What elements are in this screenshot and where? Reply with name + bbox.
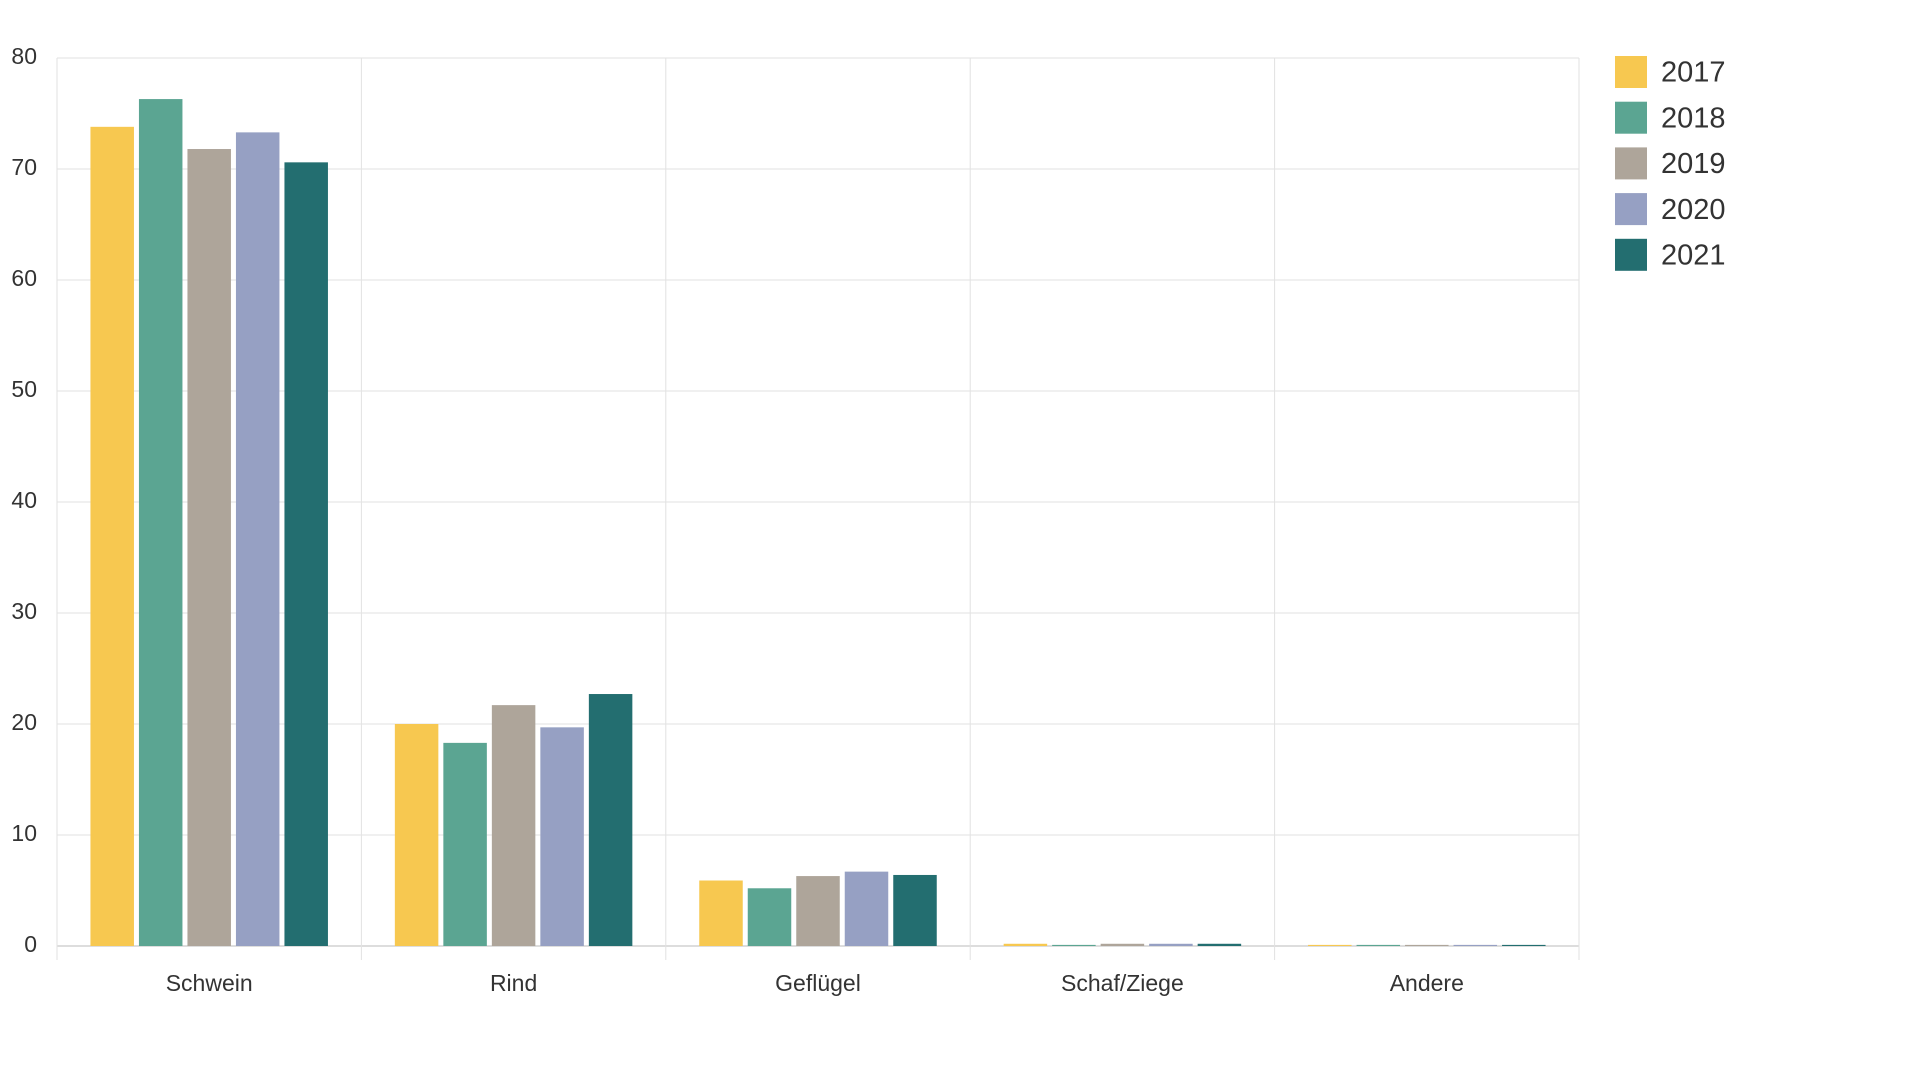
legend-swatch — [1615, 147, 1647, 180]
legend-swatch — [1615, 56, 1647, 88]
bar — [1052, 944, 1096, 946]
y-tick-label: 80 — [11, 43, 37, 69]
bar — [90, 126, 134, 946]
y-tick-label: 10 — [11, 820, 37, 846]
bar — [187, 149, 231, 946]
bar — [491, 705, 536, 946]
y-tick-label: 30 — [11, 598, 37, 624]
legend-label: 2020 — [1661, 194, 1726, 226]
legend-swatch — [1615, 238, 1647, 271]
bar — [540, 727, 584, 946]
y-tick-label: 70 — [11, 154, 37, 180]
bar — [138, 99, 183, 946]
bar — [699, 880, 743, 946]
x-tick-label: Andere — [1390, 970, 1464, 996]
legend-label: 2018 — [1661, 102, 1726, 134]
bar — [893, 874, 937, 946]
bar — [1100, 943, 1145, 946]
bar — [1453, 944, 1498, 946]
bar — [1356, 944, 1401, 946]
bar — [394, 724, 439, 946]
bar — [1405, 944, 1449, 946]
bar — [1149, 943, 1193, 946]
x-tick-label: Geflügel — [775, 970, 861, 996]
x-tick-label: Rind — [490, 970, 537, 996]
legend-label: 2019 — [1661, 148, 1726, 180]
bar — [284, 162, 328, 947]
y-tick-label: 60 — [11, 265, 37, 291]
bar — [1502, 944, 1546, 946]
y-tick-label: 0 — [24, 931, 37, 957]
y-tick-label: 40 — [11, 487, 37, 513]
x-tick-label: Schaf/Ziege — [1061, 970, 1184, 996]
bar — [796, 876, 840, 946]
bar — [1308, 944, 1352, 946]
bar — [747, 888, 792, 946]
legend-swatch — [1615, 101, 1647, 134]
bar — [1197, 943, 1242, 946]
legend-label: 2017 — [1661, 57, 1726, 89]
legend-swatch — [1615, 193, 1647, 226]
legend-label: 2021 — [1661, 239, 1726, 271]
y-tick-label: 20 — [11, 709, 37, 735]
bar — [443, 742, 487, 946]
bar — [844, 871, 889, 946]
x-tick-label: Schwein — [166, 970, 253, 996]
bar — [235, 132, 280, 946]
y-tick-label: 50 — [11, 376, 37, 402]
bar — [588, 694, 633, 946]
bar — [1003, 943, 1048, 946]
